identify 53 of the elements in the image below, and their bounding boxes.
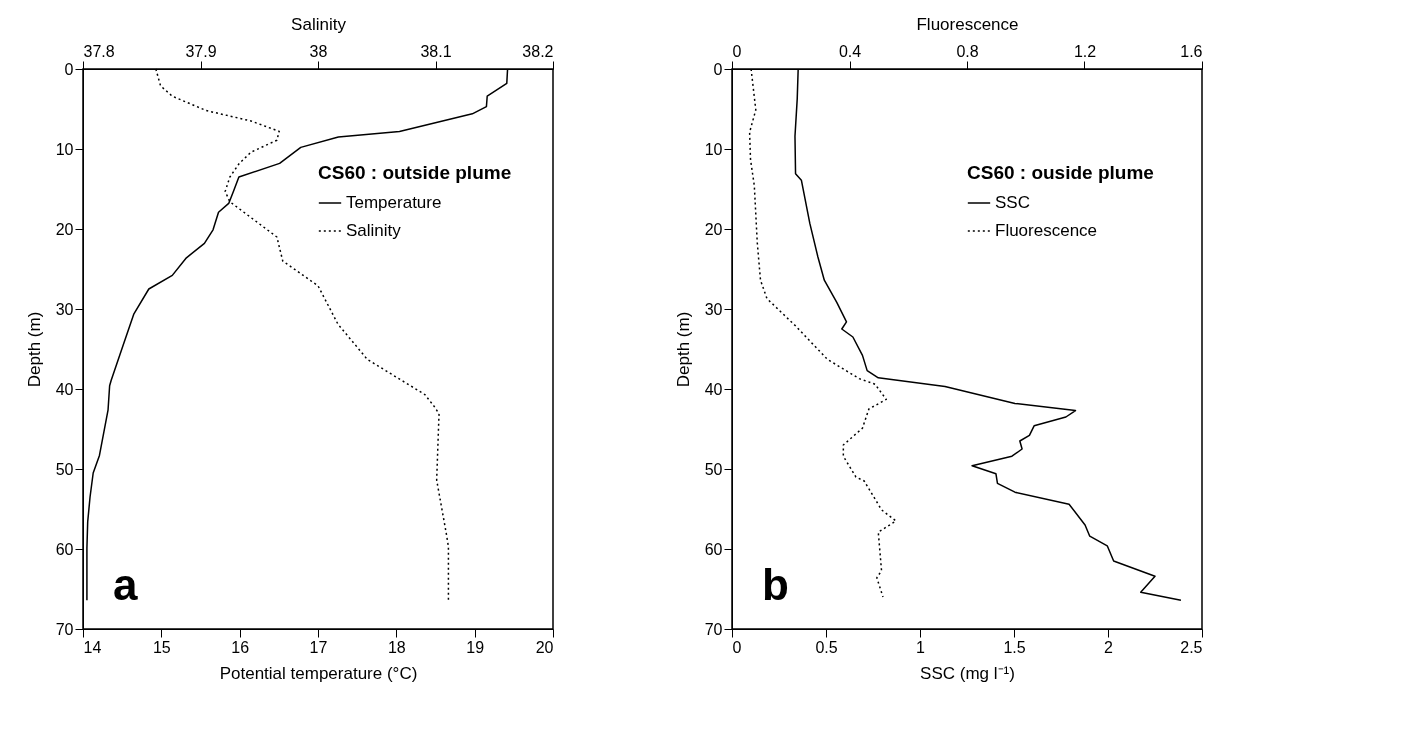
x-tick-label: 1.5 [1003, 638, 1026, 656]
y-tick-label: 50 [704, 460, 723, 478]
x2-tick-label: 38 [309, 42, 328, 60]
legend-label: Temperature [346, 193, 442, 212]
x-tick-label: 0.5 [815, 638, 838, 656]
x2-axis-title: Fluorescence [916, 14, 1019, 34]
y-axis-title: Depth (m) [24, 311, 44, 388]
annotation: b [762, 560, 789, 609]
y-tick-label: 20 [55, 220, 74, 238]
x-tick-label: 2.5 [1180, 638, 1203, 656]
x-tick-label: 17 [309, 638, 328, 656]
y-tick-label: 0 [713, 60, 723, 78]
y-tick-label: 50 [55, 460, 74, 478]
y-tick-label: 30 [55, 300, 74, 318]
y-tick-label: 20 [704, 220, 723, 238]
x-tick-label: 2 [1104, 638, 1114, 656]
y-tick-label: 10 [55, 140, 74, 158]
x-axis-title: SSC (mg l⁻¹) [920, 663, 1015, 683]
y-tick-label: 60 [55, 540, 74, 558]
y-tick-label: 10 [704, 140, 723, 158]
x-tick-label: 16 [231, 638, 250, 656]
legend-label: SSC [995, 193, 1030, 212]
x-tick-label: 18 [387, 638, 406, 656]
x2-axis-title: Salinity [291, 14, 347, 34]
x2-tick-label: 1.6 [1180, 42, 1203, 60]
y-axis-title: Depth (m) [673, 311, 693, 388]
x2-tick-label: 37.8 [83, 42, 115, 60]
y-tick-label: 70 [55, 620, 74, 638]
x-tick-label: 0 [732, 638, 742, 656]
x-tick-label: 19 [466, 638, 485, 656]
x2-tick-label: 38.1 [420, 42, 452, 60]
y-tick-label: 40 [55, 380, 74, 398]
x-tick-label: 1 [916, 638, 926, 656]
x-axis-title: Potential temperature (°C) [219, 663, 418, 683]
legend-label: Fluorescence [995, 221, 1098, 240]
x-tick-label: 20 [535, 638, 554, 656]
legend-label: Salinity [346, 221, 402, 240]
x2-tick-label: 37.9 [185, 42, 217, 60]
x2-tick-label: 38.2 [522, 42, 554, 60]
legend-title: CS60 : outside plume [318, 162, 512, 183]
x2-tick-label: 0.4 [838, 42, 862, 60]
x-tick-label: 15 [152, 638, 171, 656]
y-tick-label: 70 [704, 620, 723, 638]
x2-tick-label: 0 [732, 42, 742, 60]
x-tick-label: 14 [83, 638, 102, 656]
annotation: a [113, 560, 138, 609]
y-tick-label: 40 [704, 380, 723, 398]
x2-tick-label: 1.2 [1073, 42, 1097, 60]
y-tick-label: 60 [704, 540, 723, 558]
y-tick-label: 30 [704, 300, 723, 318]
x2-tick-label: 0.8 [956, 42, 979, 60]
legend-title: CS60 : ouside plume [967, 162, 1154, 183]
y-tick-label: 0 [64, 60, 74, 78]
